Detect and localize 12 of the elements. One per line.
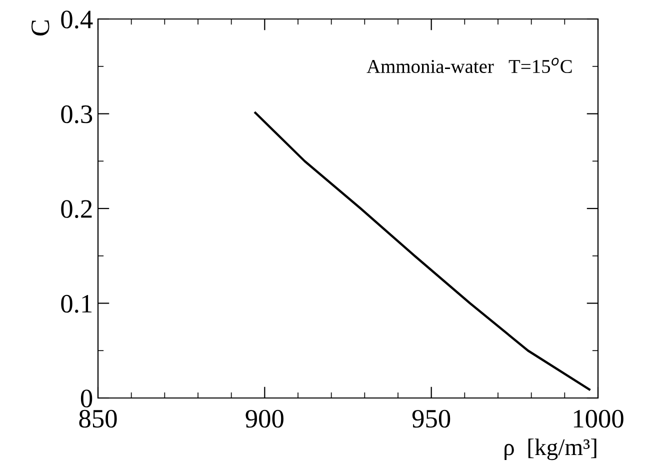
annotation: Ammonia-water T=15$^{o}$C bbox=[366, 58, 572, 74]
x-axis-title: ρ [kg/m³] bbox=[504, 438, 596, 460]
y-tick-label: 0.3 bbox=[61, 105, 92, 124]
x-tick-label: 950 bbox=[412, 410, 450, 428]
y-tick-label: 0.1 bbox=[61, 294, 92, 313]
x-tick-label: 850 bbox=[79, 410, 117, 428]
x-tick-label: 900 bbox=[246, 410, 284, 428]
x-tick-label: 1000 bbox=[574, 410, 624, 428]
y-tick-label: 0.4 bbox=[61, 10, 93, 29]
y-tick-label: 0.2 bbox=[61, 200, 92, 218]
y-axis-title: C bbox=[32, 20, 50, 36]
y-tick-label: 0 bbox=[80, 390, 92, 408]
